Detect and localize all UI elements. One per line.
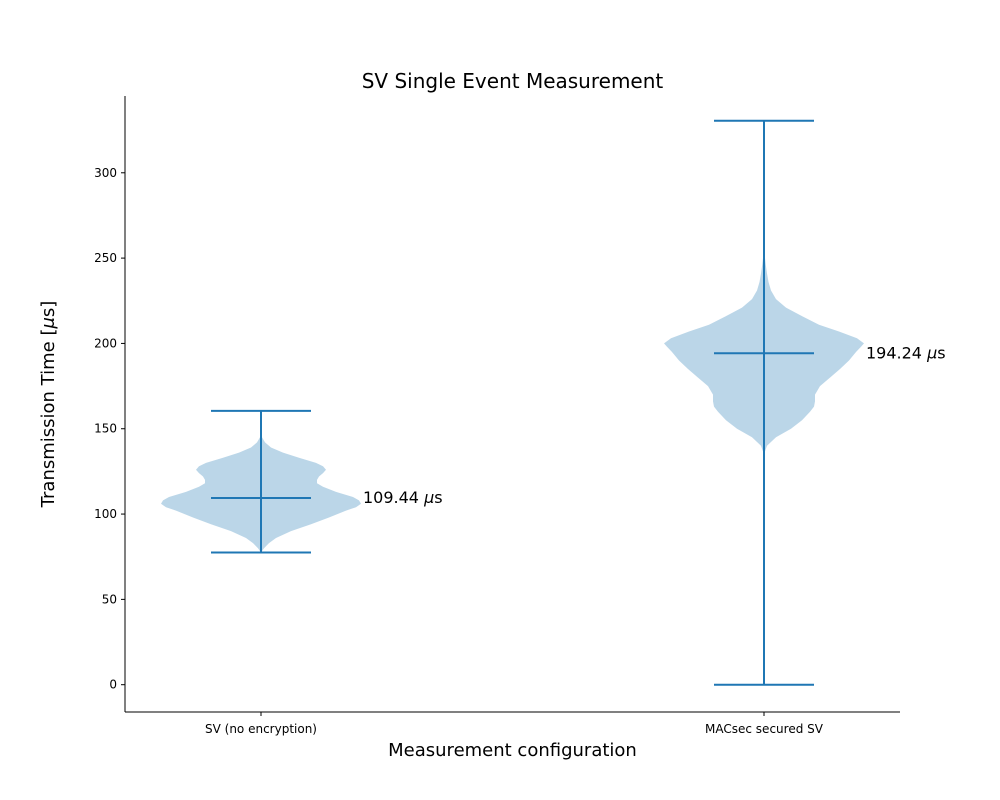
- x-tick-label: SV (no encryption): [205, 722, 317, 736]
- mean-annotation: 194.24 μs: [866, 343, 946, 362]
- mean-annotation-value: 109.44: [363, 488, 424, 507]
- mean-annotation-unit: s: [937, 343, 945, 362]
- mean-annotation-value: 194.24: [866, 343, 927, 362]
- y-tick-label: 0: [109, 678, 117, 692]
- y-tick-label: 300: [94, 166, 117, 180]
- mean-annotation: 109.44 μs: [363, 488, 443, 507]
- y-tick-label: 250: [94, 251, 117, 265]
- y-axis-ticks: 0 50 100 150 200 250 300: [94, 166, 125, 692]
- x-tick-label: MACsec secured SV: [705, 722, 824, 736]
- y-axis-label-unit: s]: [38, 301, 59, 317]
- mean-annotation-unit: s: [434, 488, 442, 507]
- y-axis-label-mu: μ: [38, 317, 59, 329]
- y-tick-label: 200: [94, 336, 117, 350]
- y-tick-label: 50: [102, 592, 117, 606]
- y-tick-label: 100: [94, 507, 117, 521]
- chart-title: SV Single Event Measurement: [362, 69, 664, 93]
- mean-annotation-mu: μ: [926, 343, 937, 362]
- y-axis-label-text: Transmission Time [: [38, 329, 59, 509]
- y-axis-label: Transmission Time [μs]: [38, 301, 59, 509]
- x-axis-ticks: SV (no encryption) MACsec secured SV: [205, 712, 824, 736]
- x-axis-label: Measurement configuration: [388, 740, 637, 761]
- mean-annotation-mu: μ: [423, 488, 434, 507]
- y-tick-label: 150: [94, 422, 117, 436]
